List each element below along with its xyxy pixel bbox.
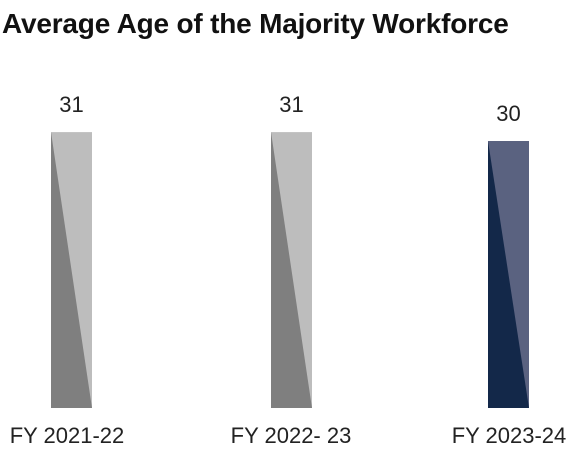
- bars-layer: [51, 132, 529, 408]
- category-label: FY 2023-24: [452, 423, 567, 448]
- bar-2: [271, 132, 312, 408]
- bar-dark-face: [271, 132, 312, 408]
- bar-dark-face: [488, 141, 529, 408]
- bar-dark-face: [51, 132, 92, 408]
- chart-title: Average Age of the Majority Workforce: [2, 8, 509, 39]
- category-label: FY 2022- 23: [231, 423, 352, 448]
- value-label: 31: [59, 92, 83, 117]
- value-label: 30: [496, 101, 520, 126]
- bar-3: [488, 141, 529, 408]
- category-label: FY 2021-22: [10, 423, 125, 448]
- labels-layer: 31 FY 2021-22 31 FY 2022- 23 30 FY 2023-24: [10, 92, 567, 448]
- bar-1: [51, 132, 92, 408]
- value-label: 31: [279, 92, 303, 117]
